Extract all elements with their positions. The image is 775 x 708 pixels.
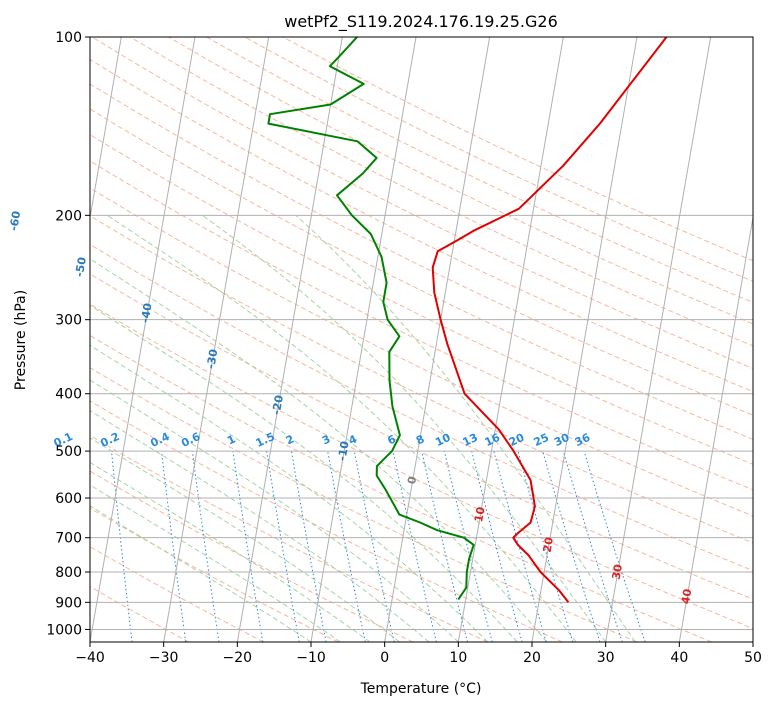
isotherm-line xyxy=(310,37,417,642)
isotherm-line xyxy=(90,37,122,221)
y-tick-label: 400 xyxy=(55,387,82,403)
dry-adiabat xyxy=(90,367,638,642)
mixing-ratio-line xyxy=(421,450,468,642)
y-tick-label: 200 xyxy=(55,208,82,224)
y-tick-label: 300 xyxy=(55,313,82,329)
x-tick-label: 30 xyxy=(597,650,615,666)
chart-title: wetPf2_S119.2024.176.19.25.G26 xyxy=(284,12,558,32)
mixing-ratio-line xyxy=(161,451,187,642)
dry-adiabat xyxy=(90,273,753,600)
moist-adiabat xyxy=(90,409,430,642)
dry-adiabat xyxy=(90,187,753,517)
dry-adiabat xyxy=(90,303,753,630)
dry-adiabat xyxy=(168,37,753,325)
moist-adiabat xyxy=(295,214,636,642)
moist-adiabat xyxy=(90,379,459,642)
dry-adiabat xyxy=(90,400,563,642)
mixing-ratio-line xyxy=(191,451,220,642)
mixing-ratio-label: 13 xyxy=(461,431,480,449)
isotherm-line xyxy=(457,37,564,642)
mixing-ratio-line xyxy=(583,450,646,642)
mixing-ratio-line xyxy=(493,450,547,642)
moist-adiabat xyxy=(90,304,518,642)
dry-adiabat xyxy=(90,546,264,642)
x-axis-label: Temperature (°C) xyxy=(360,681,482,697)
y-axis-label: Pressure (hPa) xyxy=(13,290,29,390)
dry-adiabat xyxy=(90,160,753,491)
isotherm-label: -60 xyxy=(7,210,23,232)
isotherm-label: -20 xyxy=(270,394,286,416)
mixing-ratio-line xyxy=(517,450,574,642)
isotherm-line xyxy=(163,37,270,642)
y-tick-label: 800 xyxy=(55,565,82,581)
x-tick-label: 0 xyxy=(380,650,389,666)
x-tick-label: 40 xyxy=(670,650,688,666)
dry-adiabat xyxy=(90,334,712,642)
isotherm-line xyxy=(752,639,753,642)
isotherm-line xyxy=(236,37,343,642)
isotherm-line xyxy=(90,37,196,642)
x-tick-label: −40 xyxy=(75,650,105,666)
temperature-profile-line xyxy=(431,37,668,603)
moist-adiabat xyxy=(90,258,548,642)
x-tick-label: −30 xyxy=(149,650,179,666)
mixing-ratio-line xyxy=(542,450,601,642)
isotherm-label: 40 xyxy=(679,588,694,606)
mixing-ratio-line xyxy=(471,450,523,642)
y-tick-label: 700 xyxy=(55,531,82,547)
isotherm-line xyxy=(531,37,638,642)
isotherm-line xyxy=(384,37,491,642)
y-tick-label: 1000 xyxy=(46,622,82,638)
isotherm-label: -10 xyxy=(336,440,352,462)
mixing-ratio-label: 20 xyxy=(507,431,527,449)
plot-background xyxy=(90,37,753,642)
dry-adiabat xyxy=(206,37,753,303)
isotherm-label: 20 xyxy=(541,536,556,554)
x-tick-label: 10 xyxy=(449,650,467,666)
dry-adiabat xyxy=(90,215,753,544)
isotherm-label: -40 xyxy=(139,302,155,324)
x-tick-label: 20 xyxy=(523,650,541,666)
mixing-ratio-line xyxy=(392,450,437,642)
mixing-ratio-label: 36 xyxy=(573,431,593,449)
mixing-ratio-label: 25 xyxy=(532,431,551,449)
moist-adiabat xyxy=(90,437,400,642)
x-tick-label: −20 xyxy=(223,650,253,666)
y-tick-label: 600 xyxy=(55,491,82,507)
mixing-ratio-label: 16 xyxy=(483,431,503,449)
moist-adiabat xyxy=(90,484,341,642)
mixing-ratio-line xyxy=(327,451,366,642)
isotherm-line xyxy=(678,214,753,642)
dry-adiabat xyxy=(90,507,339,642)
dry-adiabat xyxy=(90,434,488,642)
y-tick-label: 500 xyxy=(55,444,82,460)
isotherm-label: 0 xyxy=(405,475,419,485)
mixing-ratio-line xyxy=(562,450,623,642)
x-tick-label: 50 xyxy=(744,650,762,666)
dry-adiabat xyxy=(90,243,753,572)
mixing-ratio-line xyxy=(232,451,264,642)
mixing-ratio-label: 30 xyxy=(552,431,572,449)
isotherm-label: 30 xyxy=(610,563,625,581)
plot-frame xyxy=(89,36,754,643)
x-tick-label: −10 xyxy=(296,650,326,666)
isotherm-label: 10 xyxy=(472,506,487,524)
dewpoint-profile-line xyxy=(267,37,475,601)
isotherm-line xyxy=(605,37,712,642)
moist-adiabat xyxy=(90,344,489,642)
mixing-ratio-label: 10 xyxy=(433,431,453,449)
y-tick-label: 900 xyxy=(55,595,82,611)
isotherm-label: -50 xyxy=(73,256,89,278)
dry-adiabat xyxy=(90,134,753,465)
isotherm-label: -30 xyxy=(204,348,220,370)
y-tick-label: 100 xyxy=(55,30,82,46)
dry-adiabat xyxy=(90,108,753,441)
